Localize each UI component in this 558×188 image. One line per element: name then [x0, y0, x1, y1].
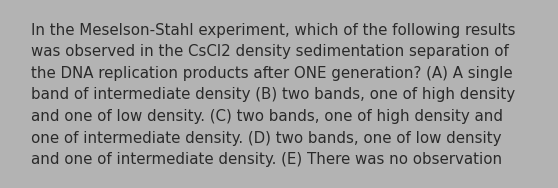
Text: In the Meselson-Stahl experiment, which of the following results
was observed in: In the Meselson-Stahl experiment, which … — [31, 23, 515, 167]
